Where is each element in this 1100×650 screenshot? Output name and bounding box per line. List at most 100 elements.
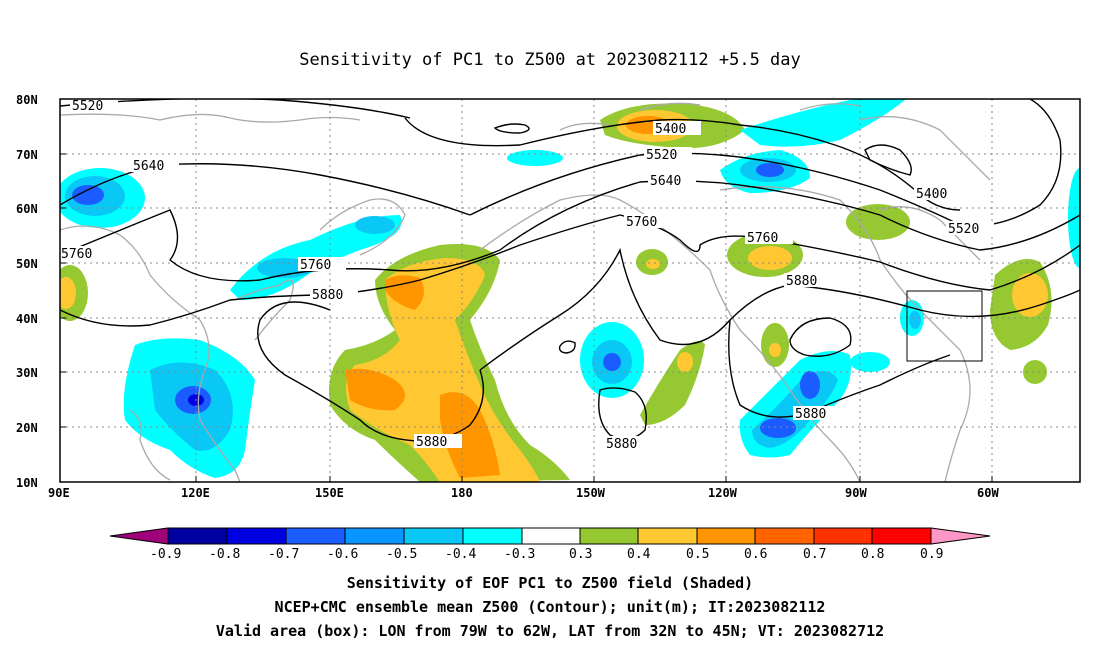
contour-label: 5760 <box>300 258 331 273</box>
contour-400-arc <box>404 117 961 211</box>
lat-label: 10N <box>16 476 38 490</box>
contour-label: 5520 <box>646 148 677 163</box>
colorbar-swatch <box>403 527 464 545</box>
contour-label: 5640 <box>650 174 681 189</box>
contour-label: 5880 <box>416 435 447 450</box>
colorbar-cap-left <box>109 527 169 545</box>
colorbar-swatch <box>226 527 287 545</box>
lat-label: 70N <box>16 148 38 162</box>
contour-label: 5760 <box>747 231 778 246</box>
lon-label: 60W <box>977 486 999 500</box>
contour-5880-loop <box>257 301 484 442</box>
colorbar-label: -0.3 <box>504 547 535 562</box>
grid-lines <box>60 99 1080 482</box>
lat-label: 60N <box>16 202 38 216</box>
shade-neg-mexico-core <box>760 418 796 438</box>
longitude-labels: 90E 120E 150E 180 150W 120W 90W 60W <box>48 486 999 500</box>
colorbar-labels: -0.9 -0.8 -0.7 -0.6 -0.5 -0.4 -0.3 0.3 0… <box>150 547 943 562</box>
tick-marks <box>60 98 993 483</box>
shade-pos-atlantic-south <box>1023 360 1047 384</box>
lon-label: 120E <box>181 486 210 500</box>
contour-label: 5520 <box>948 222 979 237</box>
colorbar <box>109 527 991 545</box>
colorbar-swatch <box>871 527 932 545</box>
lat-label: 50N <box>16 257 38 271</box>
shade-neg-mexico-core2 <box>800 371 820 399</box>
colorbar-label: 0.5 <box>686 547 709 562</box>
lat-label: 30N <box>16 366 38 380</box>
colorbar-swatch <box>754 527 815 545</box>
lat-label: 40N <box>16 312 38 326</box>
contour-label: 5880 <box>606 437 637 452</box>
shade-pos-central-mid <box>346 258 540 482</box>
colorbar-label: 0.9 <box>920 547 943 562</box>
caption-line-1: Sensitivity of EOF PC1 to Z500 field (Sh… <box>346 574 754 592</box>
colorbar-swatch <box>462 527 523 545</box>
colorbar-label: -0.9 <box>150 547 181 562</box>
colorbar-label: 0.4 <box>627 547 651 562</box>
contour-5400-blob <box>493 123 530 134</box>
colorbar-swatch <box>579 527 639 545</box>
shade-pos-wus-b-core <box>748 246 792 270</box>
colorbar-swatch <box>285 527 346 545</box>
colorbar-swatch <box>696 527 756 545</box>
caption-line-2: NCEP+CMC ensemble mean Z500 (Contour); u… <box>274 598 826 616</box>
contour-5640-west <box>60 163 471 216</box>
shade-pos-texas-core <box>769 343 781 357</box>
contour-5880-gulf-loop <box>789 317 852 357</box>
map-frame <box>59 98 1081 483</box>
lon-label: 150E <box>315 486 344 500</box>
shade-pos-west-edge-core <box>60 277 76 309</box>
contour-label: 5640 <box>133 159 164 174</box>
colorbar-cap-right <box>930 527 991 545</box>
shade-neg-kamchatka <box>355 216 395 234</box>
colorbar-label: 0.3 <box>569 547 592 562</box>
contour-5400-canada <box>864 144 912 176</box>
contour-label: 5760 <box>61 247 92 262</box>
valid-area-box <box>906 290 983 362</box>
colorbar-label: -0.6 <box>327 547 358 562</box>
shade-neg-canada-core <box>756 163 784 177</box>
colorbar-label: -0.8 <box>209 547 240 562</box>
shade-neg-siberia-core <box>72 185 104 205</box>
shade-neg-eastcoast-core <box>909 311 921 329</box>
contour-label: 5520 <box>72 99 103 114</box>
contour-5520-upper <box>469 99 1062 227</box>
colorbar-swatch <box>637 527 698 545</box>
colorbar-swatch <box>521 527 581 545</box>
contour-label: 5760 <box>626 215 657 230</box>
shade-pos-central-core <box>385 275 424 310</box>
contour-small-loop <box>558 340 576 354</box>
shade-neg-epac-core <box>603 353 621 371</box>
contour-5880-west <box>60 244 521 327</box>
shaded-sensitivity <box>60 99 1080 482</box>
lon-label: 90W <box>845 486 867 500</box>
caption-line-3: Valid area (box): LON from 79W to 62W, L… <box>215 622 885 640</box>
shade-pos-central-core2 <box>345 368 405 411</box>
contour-label: 5400 <box>916 187 947 202</box>
contour-5880-epac <box>598 387 647 440</box>
colorbar-swatch <box>813 527 873 545</box>
colorbar-swatch <box>167 527 228 545</box>
colorbar-swatch <box>344 527 405 545</box>
shade-pos-central-core3 <box>440 392 500 478</box>
colorbar-label: -0.5 <box>386 547 417 562</box>
lon-label: 120W <box>708 486 738 500</box>
contour-labels: 5520 5640 5760 5760 5880 5400 5520 5640 … <box>60 99 994 452</box>
shade-pos-baja-core <box>677 352 693 372</box>
contour-label: 5400 <box>655 122 686 137</box>
colorbar-label: 0.8 <box>861 547 884 562</box>
shade-neg-arctic-1 <box>507 150 563 166</box>
colorbar-label: 0.7 <box>803 547 826 562</box>
colorbar-label: -0.4 <box>445 547 476 562</box>
contour-5760-west <box>60 209 501 282</box>
z500-contours <box>60 99 1080 442</box>
shade-pos-hudson <box>846 204 910 240</box>
lat-label: 80N <box>16 93 38 107</box>
lat-label: 20N <box>16 421 38 435</box>
lon-label: 180 <box>451 486 473 500</box>
lon-label: 150W <box>576 486 606 500</box>
lon-label: 90E <box>48 486 70 500</box>
latitude-labels: 80N 70N 60N 50N 40N 30N 20N 10N <box>16 93 38 490</box>
